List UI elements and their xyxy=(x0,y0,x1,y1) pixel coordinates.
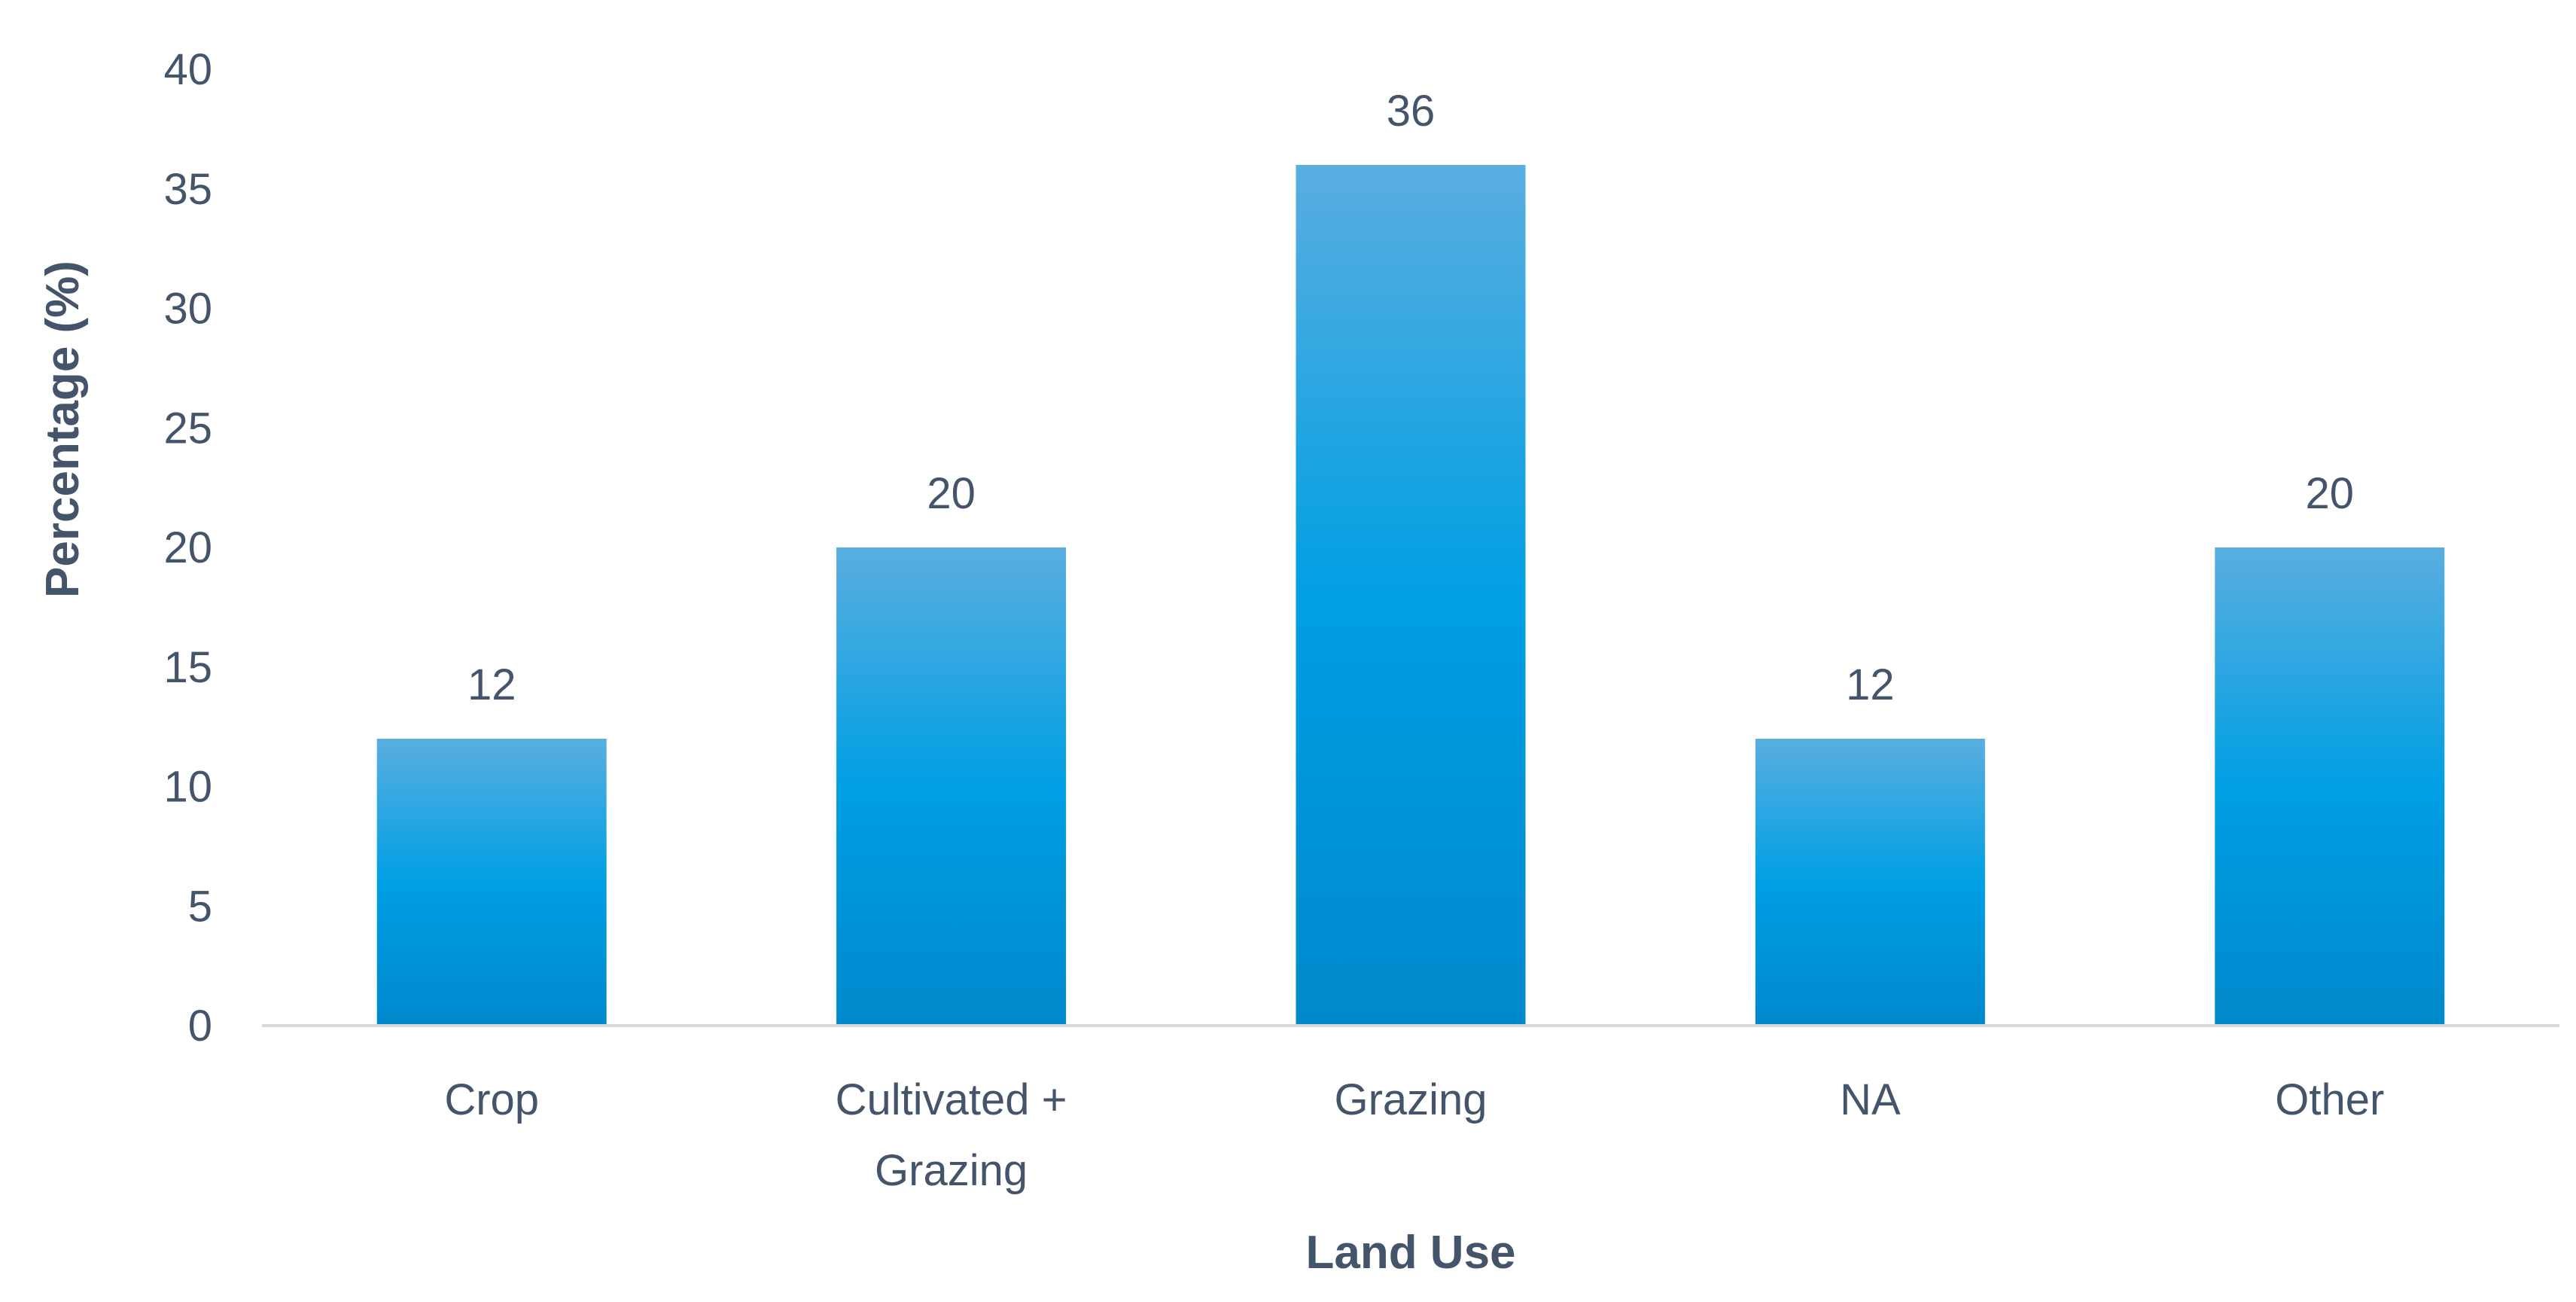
data-label: 20 xyxy=(2306,469,2355,518)
bar xyxy=(1755,739,1985,1026)
data-label: 12 xyxy=(467,660,516,709)
bar xyxy=(2215,547,2445,1026)
x-tick-label: Cultivated + xyxy=(836,1075,1067,1124)
bar xyxy=(1296,165,1526,1026)
data-label: 36 xyxy=(1387,87,1436,136)
x-tick-label: Grazing xyxy=(1334,1075,1487,1124)
y-tick-label: 20 xyxy=(163,523,212,572)
bars-group xyxy=(376,165,2445,1026)
y-axis-ticks: 0 5 10 15 20 25 30 35 40 xyxy=(163,45,212,1050)
bar xyxy=(836,547,1067,1026)
y-tick-label: 5 xyxy=(188,882,212,931)
x-tick-label: NA xyxy=(1840,1075,1901,1124)
x-tick-label: Crop xyxy=(444,1075,539,1124)
data-label: 12 xyxy=(1846,660,1895,709)
x-tick-label: Grazing xyxy=(875,1146,1028,1195)
y-tick-label: 0 xyxy=(188,1002,212,1050)
x-tick-label: Other xyxy=(2275,1075,2384,1124)
y-tick-label: 25 xyxy=(163,404,212,453)
y-tick-label: 15 xyxy=(163,643,212,692)
y-tick-label: 10 xyxy=(163,763,212,812)
x-axis-title: Land Use xyxy=(1305,1227,1515,1279)
x-axis-ticks: Crop Cultivated + Grazing Grazing NA Other xyxy=(444,1075,2384,1195)
y-tick-label: 35 xyxy=(163,165,212,214)
y-axis-title: Percentage (%) xyxy=(37,261,89,598)
y-tick-label: 40 xyxy=(163,45,212,94)
data-labels-group: 12 20 36 12 20 xyxy=(467,87,2354,709)
y-tick-label: 30 xyxy=(163,285,212,334)
data-label: 20 xyxy=(927,469,976,518)
bar xyxy=(376,739,607,1026)
